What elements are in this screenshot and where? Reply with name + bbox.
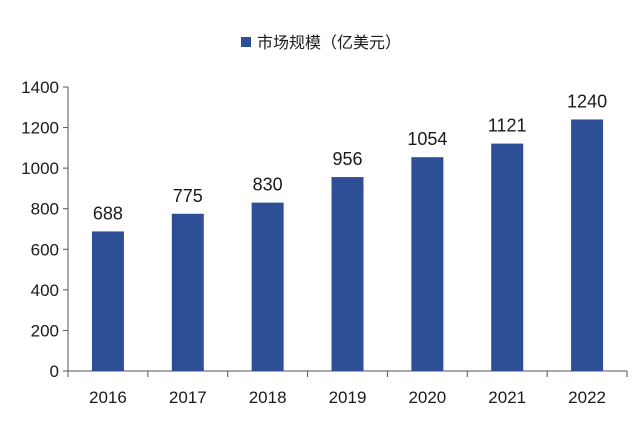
y-tick-label: 600 (31, 240, 59, 259)
bar-2018 (251, 202, 284, 371)
y-tick-label: 800 (31, 200, 59, 219)
y-tick-label: 1200 (21, 119, 59, 138)
bar-2021 (491, 143, 524, 371)
data-label-2022: 1240 (567, 91, 607, 111)
bar-2016 (91, 231, 124, 371)
legend: 市场规模（亿美元） (241, 33, 401, 52)
x-tick-label-2020: 2020 (408, 388, 446, 407)
x-tick-label-2019: 2019 (329, 388, 367, 407)
data-label-2021: 1121 (488, 116, 527, 136)
x-tick-label-2018: 2018 (249, 388, 287, 407)
x-tick-label-2021: 2021 (488, 388, 526, 407)
data-label-2020: 1054 (407, 129, 447, 149)
y-tick-label: 0 (50, 362, 59, 381)
data-label-2019: 956 (332, 149, 362, 169)
y-tick-label: 1400 (21, 78, 59, 97)
bar-2022 (571, 119, 604, 371)
x-tick-label-2016: 2016 (89, 388, 127, 407)
bar-2017 (171, 213, 204, 371)
data-label-2017: 775 (173, 186, 203, 206)
y-tick-label: 200 (31, 321, 59, 340)
bars (91, 119, 604, 371)
x-tick-label-2022: 2022 (568, 388, 606, 407)
bar-2020 (411, 157, 444, 371)
legend-label: 市场规模（亿美元） (257, 33, 401, 52)
axes: 0 200 400 600 800 1000 1200 1400 2016 2017 2018 201… (21, 78, 628, 407)
data-label-2018: 830 (253, 175, 283, 195)
y-tick-label: 400 (31, 281, 59, 300)
y-tick-label: 1000 (21, 159, 59, 178)
data-label-2016: 688 (93, 203, 123, 223)
x-tick-label-2017: 2017 (169, 388, 207, 407)
legend-swatch (241, 37, 251, 47)
data-labels: 688 775 830 956 1054 1121 1240 (93, 91, 607, 223)
bar-2019 (331, 177, 364, 371)
